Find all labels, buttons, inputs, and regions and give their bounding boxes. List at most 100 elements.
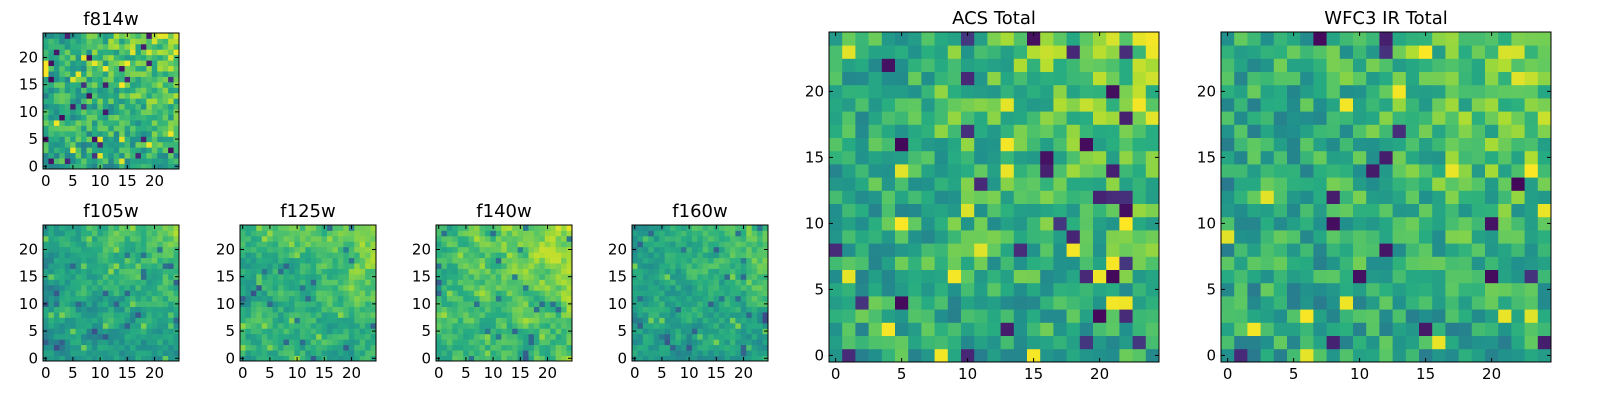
heatmap-cell <box>533 257 540 264</box>
heatmap-cell <box>648 252 655 259</box>
heatmap-cell <box>544 268 551 275</box>
heatmap-cell <box>762 263 769 269</box>
heatmap-cell <box>719 322 725 329</box>
heatmap-cell <box>146 114 153 121</box>
heatmap-cell <box>283 230 290 237</box>
heatmap-cell <box>1485 203 1499 218</box>
heatmap-cell <box>463 235 470 242</box>
heatmap-cell <box>436 295 442 302</box>
heatmap-cell <box>1405 32 1420 46</box>
heatmap-cell <box>484 344 491 351</box>
heatmap-cell <box>855 164 869 178</box>
heatmap-cell <box>91 136 98 143</box>
heatmap-cell <box>168 71 174 77</box>
heatmap-cell <box>555 257 562 264</box>
heatmap-cell <box>1498 58 1512 72</box>
heatmap-cell <box>1040 150 1054 165</box>
heatmap-cell <box>1419 32 1433 46</box>
heatmap-cell <box>729 257 736 264</box>
heatmap-cell <box>102 306 109 313</box>
heatmap-cell <box>113 235 120 242</box>
heatmap-cell <box>299 279 306 286</box>
heatmap-cell <box>70 230 77 237</box>
y-tick-label: 0 <box>814 346 824 364</box>
heatmap-cell <box>474 225 480 231</box>
heatmap-cell <box>680 273 687 280</box>
heatmap-cell <box>1247 32 1261 46</box>
heatmap-cell <box>53 54 60 61</box>
heatmap-cell <box>53 60 60 67</box>
heatmap-cell <box>135 147 142 154</box>
heatmap-cell <box>452 273 459 280</box>
heatmap-cell <box>310 295 317 302</box>
heatmap-cell <box>124 43 131 50</box>
heatmap-cell <box>343 252 350 259</box>
heatmap-cell <box>637 322 644 329</box>
heatmap-cell <box>895 111 909 125</box>
heatmap-cell <box>457 246 464 253</box>
heatmap-cell <box>881 256 896 270</box>
heatmap-cell <box>1247 348 1261 363</box>
heatmap-cell <box>53 136 60 143</box>
heatmap-cell <box>842 58 856 72</box>
heatmap-cell <box>490 290 497 297</box>
heatmap-cell <box>762 284 769 291</box>
heatmap-cell <box>1445 322 1459 336</box>
heatmap-cell <box>670 322 676 329</box>
heatmap-cell <box>1106 137 1120 152</box>
heatmap-cell <box>91 158 98 164</box>
heatmap-cell <box>479 263 486 269</box>
heatmap-cell <box>441 246 448 253</box>
heatmap-cell <box>463 339 470 346</box>
heatmap-cell <box>245 312 252 318</box>
heatmap-cell <box>168 312 174 318</box>
heatmap-cell <box>81 225 87 231</box>
heatmap-cell <box>987 137 1001 152</box>
heatmap-cell <box>140 114 147 121</box>
heatmap-cell <box>1273 243 1288 257</box>
heatmap-cell <box>921 124 935 138</box>
heatmap-cell <box>1366 282 1380 297</box>
heatmap-cell <box>1145 98 1160 112</box>
heatmap-cell <box>1366 216 1380 231</box>
heatmap-cell <box>70 81 77 88</box>
heatmap-cell <box>151 235 158 242</box>
heatmap-cell <box>124 109 131 115</box>
heatmap-cell <box>130 141 136 148</box>
heatmap-cell <box>1132 282 1147 297</box>
heatmap-cell <box>108 125 115 132</box>
heatmap-cell <box>316 301 322 307</box>
heatmap-cell <box>162 252 169 259</box>
heatmap-cell <box>48 65 55 72</box>
heatmap-cell <box>441 306 448 313</box>
heatmap-cell <box>974 282 988 297</box>
heatmap-cell <box>1079 269 1094 284</box>
heatmap-cell <box>168 54 174 61</box>
heatmap-cell <box>506 246 513 253</box>
heatmap-cell <box>261 312 268 318</box>
heatmap-cell <box>370 339 377 346</box>
heatmap-cell <box>539 301 546 307</box>
heatmap-cell <box>348 339 355 346</box>
heatmap-cell <box>653 241 660 248</box>
heatmap-cell <box>895 98 909 112</box>
heatmap-cell <box>550 344 557 351</box>
heatmap-cell <box>43 125 49 132</box>
heatmap-cell <box>506 317 513 324</box>
heatmap-cell <box>108 355 115 362</box>
heatmap-cell <box>299 235 306 242</box>
heatmap-cell <box>724 252 731 259</box>
heatmap-cell <box>934 150 949 165</box>
heatmap-cell <box>146 344 153 351</box>
heatmap-cell <box>168 87 174 94</box>
heatmap-cell <box>680 295 687 302</box>
heatmap-cell <box>506 350 513 356</box>
heatmap-cell <box>746 263 753 269</box>
heatmap-cell <box>1353 164 1367 178</box>
heatmap-cell <box>130 344 136 351</box>
heatmap-cell <box>1287 177 1301 191</box>
heatmap-cell <box>86 76 93 83</box>
heatmap-cell <box>119 81 125 88</box>
heatmap-cell <box>648 355 655 362</box>
heatmap-cell <box>670 339 676 346</box>
